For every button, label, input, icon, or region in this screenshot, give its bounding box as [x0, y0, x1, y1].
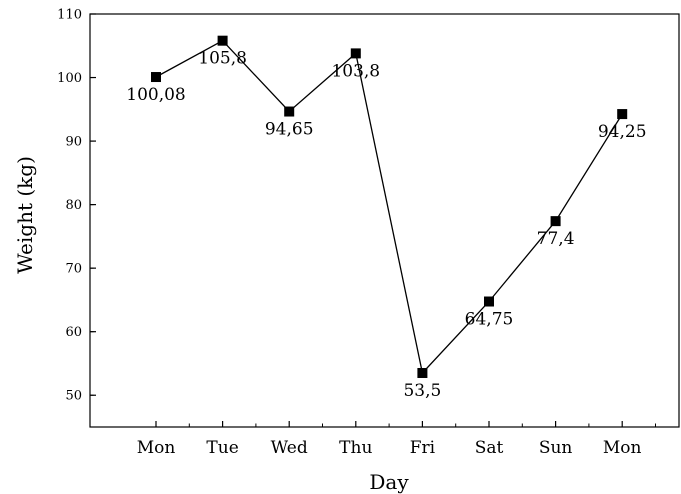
- data-label: 77,4: [537, 229, 575, 249]
- y-tick-label: 70: [65, 262, 82, 277]
- x-tick-label: Tue: [206, 438, 238, 458]
- series-markers: [151, 35, 628, 378]
- data-point-marker: [617, 109, 628, 120]
- data-label: 105,8: [198, 49, 247, 69]
- x-tick-label: Sat: [475, 438, 504, 458]
- data-label: 94,65: [265, 120, 314, 140]
- y-axis-title: Weight (kg): [13, 156, 37, 274]
- x-tick-label: Wed: [271, 438, 308, 458]
- data-point-marker: [217, 35, 228, 46]
- y-tick-label: 110: [57, 8, 82, 23]
- x-tick-label: Mon: [603, 438, 642, 458]
- data-point-marker: [484, 296, 494, 307]
- data-label: 94,25: [598, 122, 647, 142]
- y-tick-label: 60: [65, 325, 82, 340]
- plot-area-frame: [89, 13, 680, 428]
- x-tick-label: Fri: [410, 438, 436, 458]
- x-axis-title: Day: [369, 470, 409, 494]
- data-label: 100,08: [126, 85, 185, 105]
- data-label: 64,75: [465, 310, 514, 330]
- data-point-marker: [350, 48, 361, 59]
- y-tick-label: 80: [65, 198, 82, 213]
- series-line: [155, 39, 623, 375]
- data-point-marker: [284, 106, 295, 117]
- data-point-marker: [550, 216, 561, 227]
- x-tick-label: Sun: [539, 438, 573, 458]
- data-point-marker: [151, 72, 161, 83]
- data-point-marker: [417, 367, 428, 378]
- data-label: 53,5: [403, 381, 441, 401]
- y-axis-ticks: 50 60 70 80 90 100 110: [57, 8, 96, 404]
- data-label: 103,8: [331, 61, 380, 81]
- y-tick-label: 100: [57, 71, 82, 86]
- y-tick-label: 90: [65, 135, 82, 150]
- x-tick-label: Thu: [339, 438, 372, 458]
- x-tick-label: Mon: [137, 438, 176, 458]
- data-labels: 100,08 105,8 94,65 103,8 53,5 64,75 77,4 94,25: [126, 49, 646, 401]
- x-axis-ticks: Mon Tue Wed Thu Fri Sat Sun Mon: [89, 421, 656, 458]
- y-tick-label: 50: [65, 389, 82, 404]
